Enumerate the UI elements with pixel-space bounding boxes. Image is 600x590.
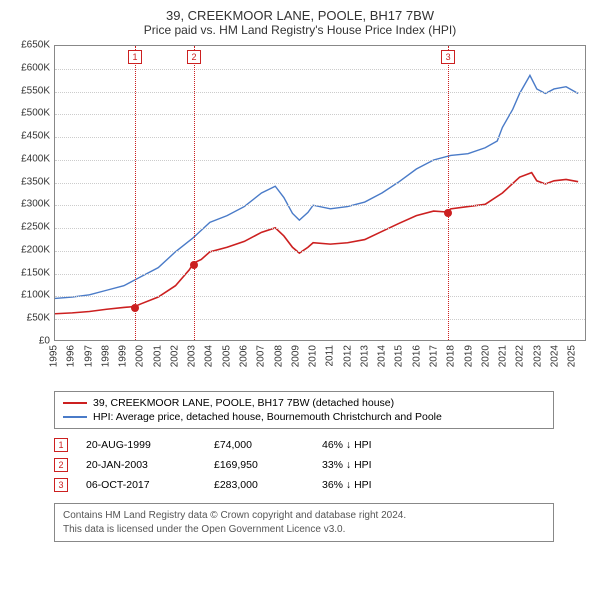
transaction-price: £283,000 <box>214 479 304 491</box>
series-line-property <box>55 173 578 314</box>
transaction-row: 3 06-OCT-2017 £283,000 36% ↓ HPI <box>54 475 590 495</box>
x-tick-label: 2014 <box>377 345 388 367</box>
x-tick-label: 2015 <box>394 345 405 367</box>
y-tick-label: £650K <box>21 40 50 51</box>
footer-line: Contains HM Land Registry data © Crown c… <box>63 509 545 523</box>
transaction-marker-box: 3 <box>441 50 455 64</box>
x-tick-label: 2024 <box>549 345 560 367</box>
x-axis: 1995199619971998199920002001200220032004… <box>54 341 586 385</box>
legend-label: 39, CREEKMOOR LANE, POOLE, BH17 7BW (det… <box>93 397 394 409</box>
x-tick-label: 2021 <box>498 345 509 367</box>
legend-item: 39, CREEKMOOR LANE, POOLE, BH17 7BW (det… <box>63 396 545 410</box>
legend-label: HPI: Average price, detached house, Bour… <box>93 411 442 423</box>
legend-swatch <box>63 402 87 404</box>
x-tick-label: 2011 <box>325 345 336 367</box>
attribution-footer: Contains HM Land Registry data © Crown c… <box>54 503 554 542</box>
transaction-marker-box: 2 <box>187 50 201 64</box>
x-tick-label: 2006 <box>239 345 250 367</box>
x-tick-label: 2022 <box>515 345 526 367</box>
y-tick-label: £500K <box>21 108 50 119</box>
chart-title: 39, CREEKMOOR LANE, POOLE, BH17 7BW <box>10 8 590 23</box>
x-tick-label: 1996 <box>66 345 77 367</box>
legend: 39, CREEKMOOR LANE, POOLE, BH17 7BW (det… <box>54 391 554 429</box>
y-tick-label: £300K <box>21 199 50 210</box>
x-tick-label: 1998 <box>100 345 111 367</box>
y-tick-label: £550K <box>21 85 50 96</box>
figure-container: 39, CREEKMOOR LANE, POOLE, BH17 7BW Pric… <box>0 0 600 550</box>
transaction-date: 06-OCT-2017 <box>86 479 196 491</box>
y-tick-label: £250K <box>21 222 50 233</box>
x-tick-label: 2025 <box>567 345 578 367</box>
x-tick-label: 1997 <box>83 345 94 367</box>
x-tick-label: 2009 <box>290 345 301 367</box>
transaction-date: 20-AUG-1999 <box>86 439 196 451</box>
y-tick-label: £50K <box>27 313 50 324</box>
y-axis: £0£50K£100K£150K£200K£250K£300K£350K£400… <box>10 45 54 341</box>
transaction-marker-box: 1 <box>128 50 142 64</box>
x-tick-label: 2012 <box>342 345 353 367</box>
x-tick-label: 2004 <box>204 345 215 367</box>
x-tick-label: 2002 <box>169 345 180 367</box>
transaction-dot <box>444 209 452 217</box>
transaction-date: 20-JAN-2003 <box>86 459 196 471</box>
legend-item: HPI: Average price, detached house, Bour… <box>63 410 545 424</box>
x-tick-label: 2007 <box>256 345 267 367</box>
plot-area: 1 2 3 <box>54 45 586 341</box>
x-tick-label: 2013 <box>359 345 370 367</box>
x-tick-label: 1995 <box>49 345 60 367</box>
transaction-vline <box>135 46 136 340</box>
transaction-price: £74,000 <box>214 439 304 451</box>
transaction-dot <box>131 304 139 312</box>
y-tick-label: £200K <box>21 244 50 255</box>
transaction-delta: 46% ↓ HPI <box>322 439 422 451</box>
x-tick-label: 2000 <box>135 345 146 367</box>
transaction-row: 1 20-AUG-1999 £74,000 46% ↓ HPI <box>54 435 590 455</box>
x-tick-label: 2005 <box>221 345 232 367</box>
transaction-price: £169,950 <box>214 459 304 471</box>
transaction-delta: 33% ↓ HPI <box>322 459 422 471</box>
transaction-vline <box>194 46 195 340</box>
transaction-row: 2 20-JAN-2003 £169,950 33% ↓ HPI <box>54 455 590 475</box>
transaction-delta: 36% ↓ HPI <box>322 479 422 491</box>
y-tick-label: £600K <box>21 62 50 73</box>
x-tick-label: 2020 <box>480 345 491 367</box>
transaction-dot <box>190 261 198 269</box>
transaction-number-box: 1 <box>54 438 68 452</box>
legend-swatch <box>63 416 87 418</box>
transaction-vline <box>448 46 449 340</box>
transaction-number-box: 3 <box>54 478 68 492</box>
x-tick-label: 2017 <box>429 345 440 367</box>
x-tick-label: 2001 <box>152 345 163 367</box>
transaction-number-box: 2 <box>54 458 68 472</box>
chart-area: £0£50K£100K£150K£200K£250K£300K£350K£400… <box>10 45 590 385</box>
y-tick-label: £350K <box>21 176 50 187</box>
chart-subtitle: Price paid vs. HM Land Registry's House … <box>10 23 590 37</box>
x-tick-label: 2010 <box>308 345 319 367</box>
x-tick-label: 2023 <box>532 345 543 367</box>
x-tick-label: 2019 <box>463 345 474 367</box>
x-tick-label: 2016 <box>411 345 422 367</box>
x-tick-label: 2018 <box>446 345 457 367</box>
x-tick-label: 2008 <box>273 345 284 367</box>
x-tick-label: 1999 <box>118 345 129 367</box>
series-line-hpi <box>55 75 578 298</box>
y-tick-label: £100K <box>21 290 50 301</box>
footer-line: This data is licensed under the Open Gov… <box>63 523 545 537</box>
transactions-table: 1 20-AUG-1999 £74,000 46% ↓ HPI 2 20-JAN-2003… <box>54 435 590 495</box>
y-tick-label: £450K <box>21 131 50 142</box>
y-tick-label: £150K <box>21 267 50 278</box>
x-tick-label: 2003 <box>187 345 198 367</box>
y-tick-label: £400K <box>21 153 50 164</box>
